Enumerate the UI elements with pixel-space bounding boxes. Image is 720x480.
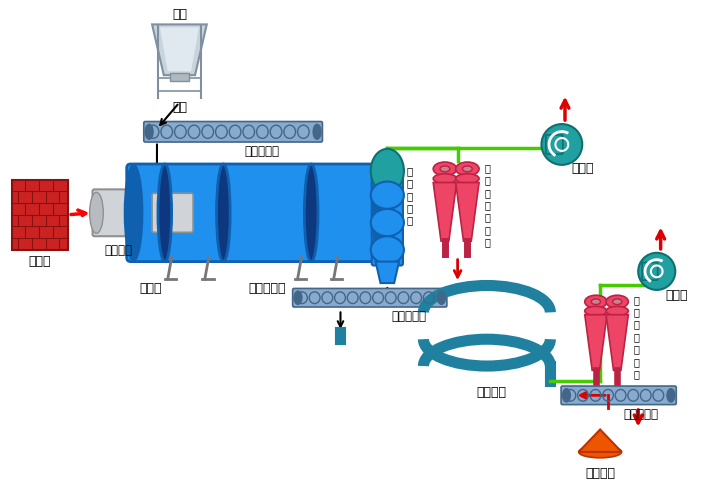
Text: 引风机: 引风机	[665, 289, 688, 302]
Text: 引风机: 引风机	[571, 162, 594, 175]
Polygon shape	[160, 27, 199, 71]
Polygon shape	[376, 262, 399, 283]
Text: 螺旋输送机: 螺旋输送机	[245, 145, 280, 158]
Ellipse shape	[305, 164, 318, 262]
Ellipse shape	[158, 164, 171, 262]
FancyBboxPatch shape	[642, 263, 657, 280]
Ellipse shape	[440, 166, 450, 172]
Ellipse shape	[667, 389, 675, 402]
Polygon shape	[579, 430, 621, 452]
Text: 干后产品: 干后产品	[585, 467, 615, 480]
Bar	[12, 180, 68, 250]
Ellipse shape	[89, 192, 103, 233]
FancyBboxPatch shape	[144, 121, 323, 142]
Text: 滚筒烘干机: 滚筒烘干机	[248, 282, 286, 295]
Ellipse shape	[456, 162, 479, 176]
FancyBboxPatch shape	[561, 386, 676, 405]
Ellipse shape	[371, 149, 404, 193]
Ellipse shape	[313, 124, 321, 139]
Text: 热风管道: 热风管道	[104, 244, 132, 257]
Text: 给料器: 给料器	[139, 282, 161, 295]
Ellipse shape	[294, 291, 302, 304]
Ellipse shape	[606, 295, 629, 308]
Ellipse shape	[585, 295, 607, 308]
FancyBboxPatch shape	[170, 73, 189, 81]
Circle shape	[638, 253, 675, 290]
Ellipse shape	[438, 291, 446, 304]
Ellipse shape	[433, 162, 456, 176]
Ellipse shape	[591, 299, 600, 304]
Ellipse shape	[433, 174, 456, 183]
FancyBboxPatch shape	[93, 190, 160, 236]
Text: 料仓: 料仓	[172, 100, 187, 114]
Text: 热风炉: 热风炉	[29, 255, 51, 268]
FancyBboxPatch shape	[372, 169, 403, 265]
Text: 高
效
旋
风
除
尘
器: 高 效 旋 风 除 尘 器	[485, 163, 491, 247]
Ellipse shape	[125, 165, 143, 261]
Ellipse shape	[462, 166, 472, 172]
Polygon shape	[433, 182, 456, 241]
Ellipse shape	[371, 236, 404, 264]
Polygon shape	[606, 315, 629, 371]
Polygon shape	[152, 24, 207, 75]
Ellipse shape	[585, 306, 607, 316]
Polygon shape	[585, 315, 607, 371]
Text: 螺旋输送机: 螺旋输送机	[391, 311, 426, 324]
Ellipse shape	[606, 306, 629, 316]
Ellipse shape	[217, 164, 230, 262]
Text: 密
封
排
料
器: 密 封 排 料 器	[407, 166, 413, 226]
Circle shape	[541, 124, 582, 165]
Text: 原料: 原料	[172, 9, 187, 22]
Ellipse shape	[371, 209, 404, 236]
FancyBboxPatch shape	[546, 135, 563, 154]
Text: 螺旋输送机: 螺旋输送机	[624, 408, 659, 421]
Ellipse shape	[613, 299, 622, 304]
Ellipse shape	[371, 181, 404, 209]
FancyBboxPatch shape	[127, 164, 388, 262]
Polygon shape	[456, 182, 479, 241]
Ellipse shape	[579, 446, 621, 458]
Ellipse shape	[562, 389, 570, 402]
Text: 高
效
旋
风
除
尘
器: 高 效 旋 风 除 尘 器	[634, 295, 639, 379]
Ellipse shape	[373, 165, 390, 261]
Text: 冷却系统: 冷却系统	[477, 385, 507, 398]
FancyBboxPatch shape	[152, 193, 193, 232]
Ellipse shape	[456, 174, 479, 183]
Ellipse shape	[145, 124, 153, 139]
FancyBboxPatch shape	[292, 288, 447, 307]
